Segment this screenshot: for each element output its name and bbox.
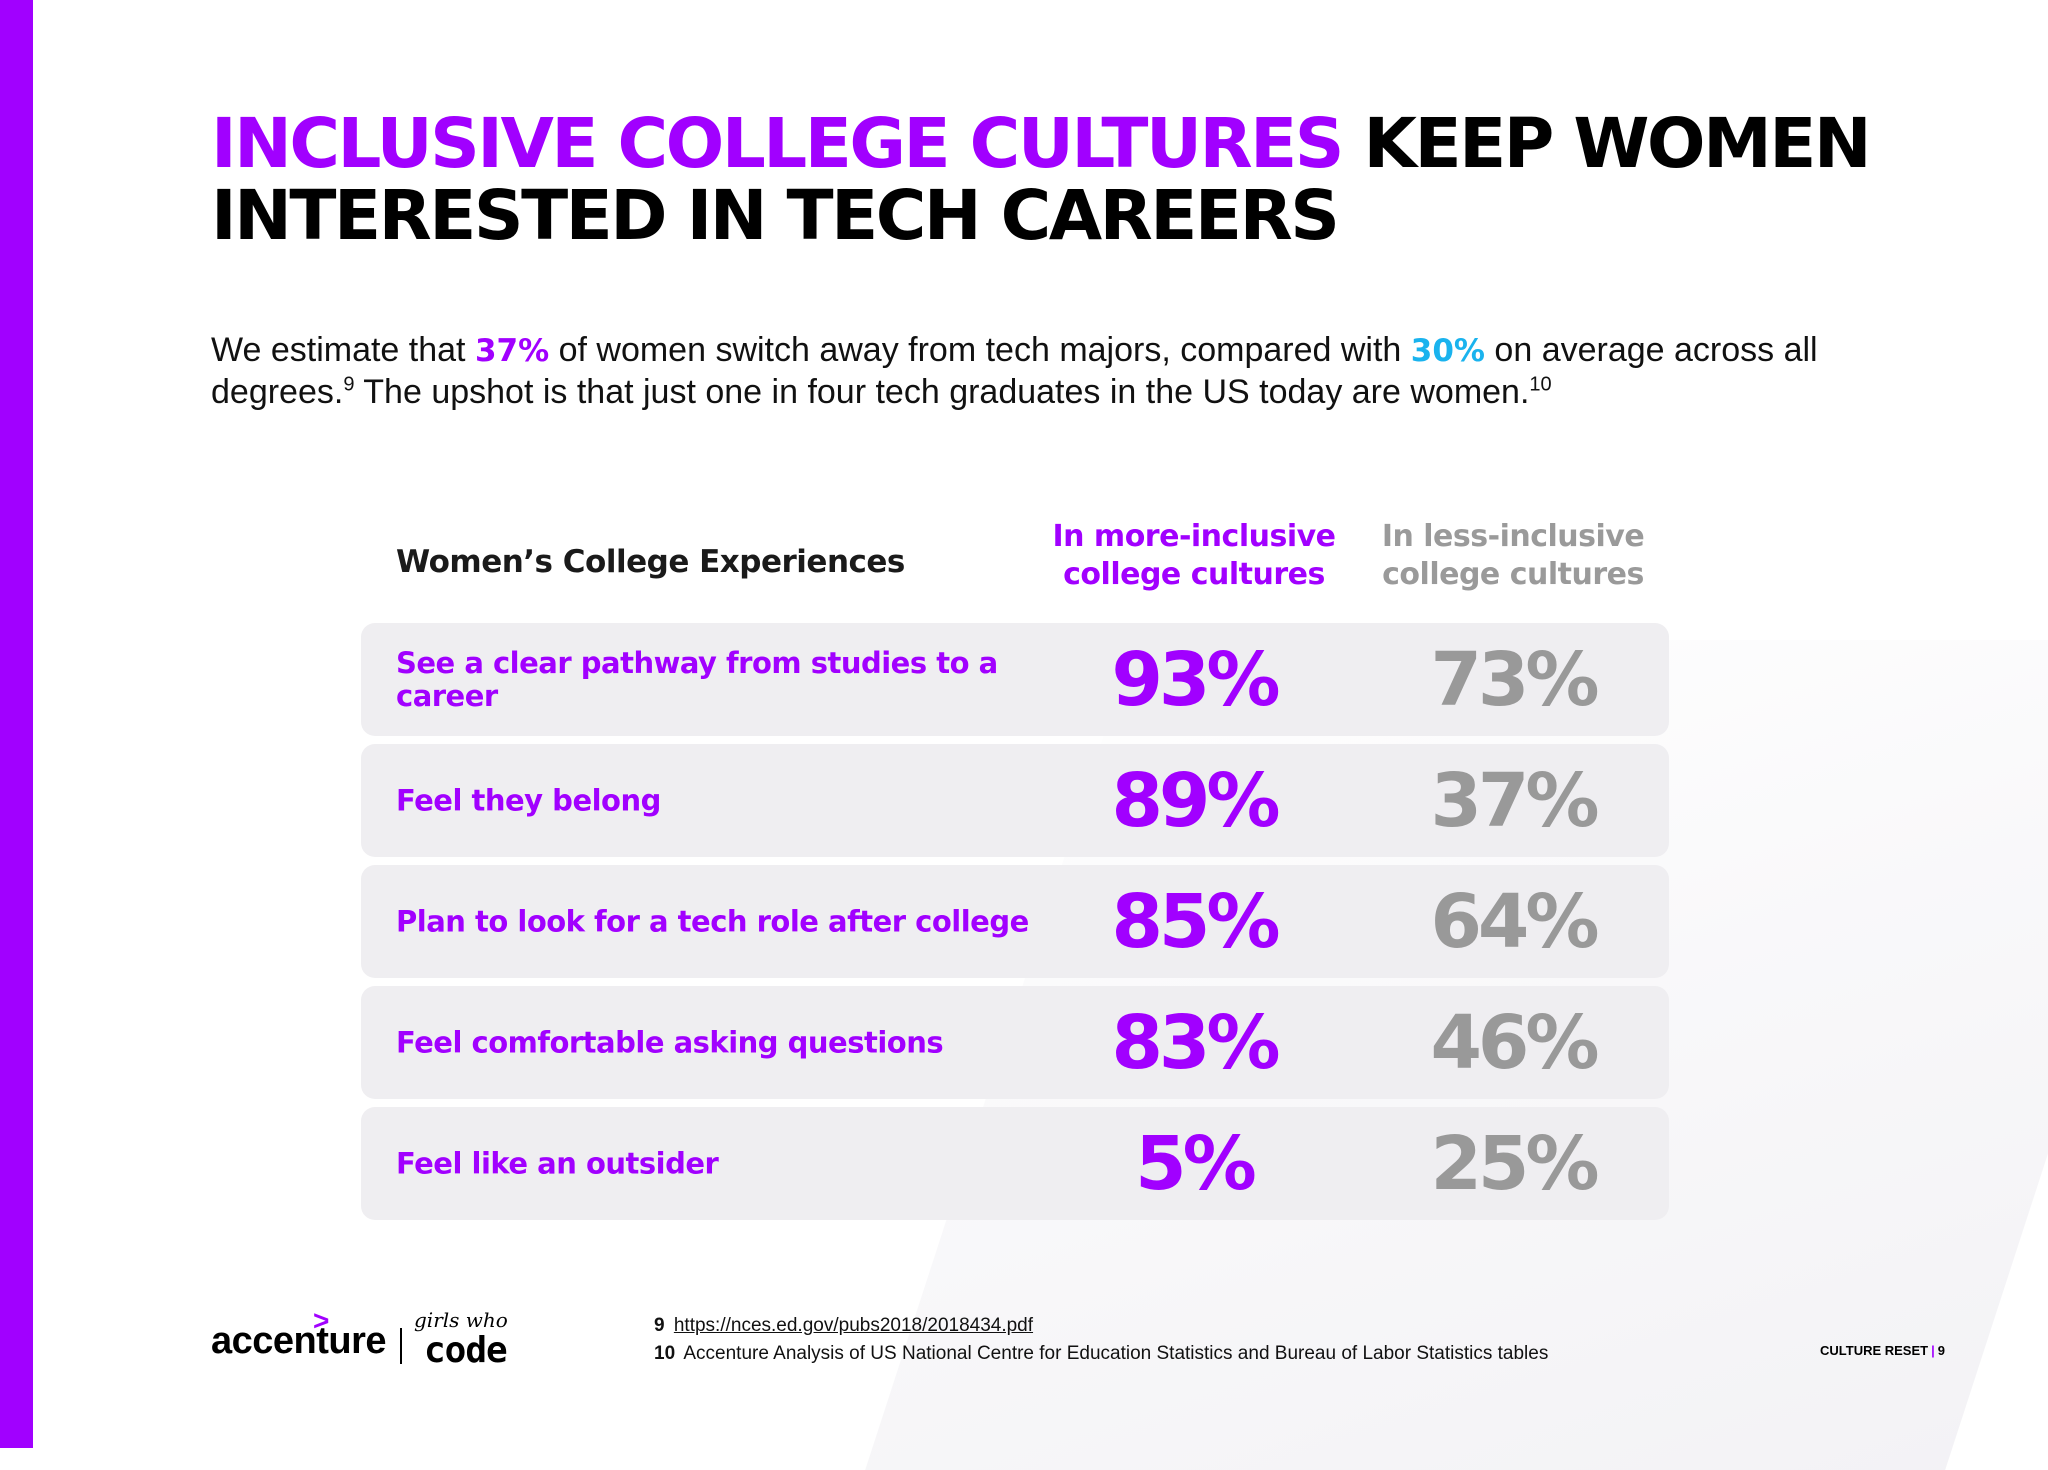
row-label: Feel they belong — [396, 783, 661, 817]
value-less-inclusive: 37% — [1430, 757, 1599, 844]
accenture-mark-icon: > — [313, 1305, 330, 1336]
title-rest: KEEP WOMEN INTERESTED IN TECH CAREERS — [211, 104, 1872, 256]
footnotes: 9 https://nces.ed.gov/pubs2018/2018434.p… — [654, 1312, 1548, 1368]
experience-table: See a clear pathway from studies to a ca… — [361, 623, 1669, 1228]
table-row: Feel like an outsider 5% 25% — [361, 1107, 1669, 1220]
footnote-number: 9 — [654, 1315, 665, 1336]
value-less-inclusive: 25% — [1430, 1120, 1599, 1207]
page-footer: CULTURE RESET | 9 — [1820, 1343, 1945, 1358]
row-label: Feel comfortable asking questions — [396, 1025, 944, 1059]
accenture-logo: accenture — [211, 1320, 387, 1362]
intro-part4: The upshot is that just one in four tech… — [354, 373, 1530, 411]
page-title: INCLUSIVE COLLEGE CULTURES KEEP WOMEN IN… — [211, 108, 2048, 252]
footer-separator: | — [1931, 1343, 1935, 1358]
footnote-ref-9: 9 — [343, 373, 355, 396]
gwc-code-text: code — [424, 1330, 508, 1371]
page-number: 9 — [1937, 1343, 1945, 1358]
value-more-inclusive: 83% — [1111, 999, 1280, 1086]
footer-section-title: CULTURE RESET — [1820, 1343, 1929, 1358]
footnote-ref-10: 10 — [1529, 373, 1552, 396]
value-more-inclusive: 89% — [1111, 757, 1280, 844]
logo-divider — [400, 1328, 402, 1364]
intro-stat-average: 30% — [1410, 333, 1485, 369]
value-more-inclusive: 93% — [1111, 636, 1280, 723]
column-header-less-inclusive: In less-inclusive college cultures — [1381, 519, 1645, 592]
intro-part3: on average across all degrees. — [211, 331, 1818, 411]
footnote-text: Accenture Analysis of US National Centre… — [683, 1343, 1549, 1364]
intro-part1: We estimate that — [211, 331, 475, 369]
table-row: Feel comfortable asking questions 83% 46… — [361, 986, 1669, 1099]
value-less-inclusive: 64% — [1430, 878, 1599, 965]
row-label: Plan to look for a tech role after colle… — [396, 904, 1029, 938]
column-header-more-inclusive: In more-inclusive college cultures — [1052, 519, 1336, 592]
row-label: Feel like an outsider — [396, 1146, 719, 1180]
value-more-inclusive: 85% — [1111, 878, 1280, 965]
table-row: Feel they belong 89% 37% — [361, 744, 1669, 857]
value-less-inclusive: 73% — [1430, 636, 1599, 723]
value-more-inclusive: 5% — [1135, 1120, 1257, 1207]
intro-stat-tech: 37% — [474, 333, 550, 369]
intro-part2: of women switch away from tech majors, c… — [549, 331, 1411, 369]
table-row: Plan to look for a tech role after colle… — [361, 865, 1669, 978]
gwc-script-text: girls who — [414, 1308, 508, 1332]
row-label: See a clear pathway from studies to a ca… — [396, 645, 998, 713]
intro-paragraph: We estimate that 37% of women switch awa… — [211, 330, 1961, 413]
value-less-inclusive: 46% — [1430, 999, 1599, 1086]
footnote-9: 9 https://nces.ed.gov/pubs2018/2018434.p… — [654, 1312, 1548, 1340]
footnote-number: 10 — [654, 1343, 676, 1364]
footnote-10: 10 Accenture Analysis of US National Cen… — [654, 1340, 1548, 1368]
table-row-header: Women’s College Experiences — [396, 544, 905, 580]
title-highlight: INCLUSIVE COLLEGE CULTURES — [211, 104, 1344, 184]
left-accent-bar — [0, 0, 33, 1448]
footnote-link[interactable]: https://nces.ed.gov/pubs2018/2018434.pdf — [673, 1315, 1034, 1336]
table-row: See a clear pathway from studies to a ca… — [361, 623, 1669, 736]
